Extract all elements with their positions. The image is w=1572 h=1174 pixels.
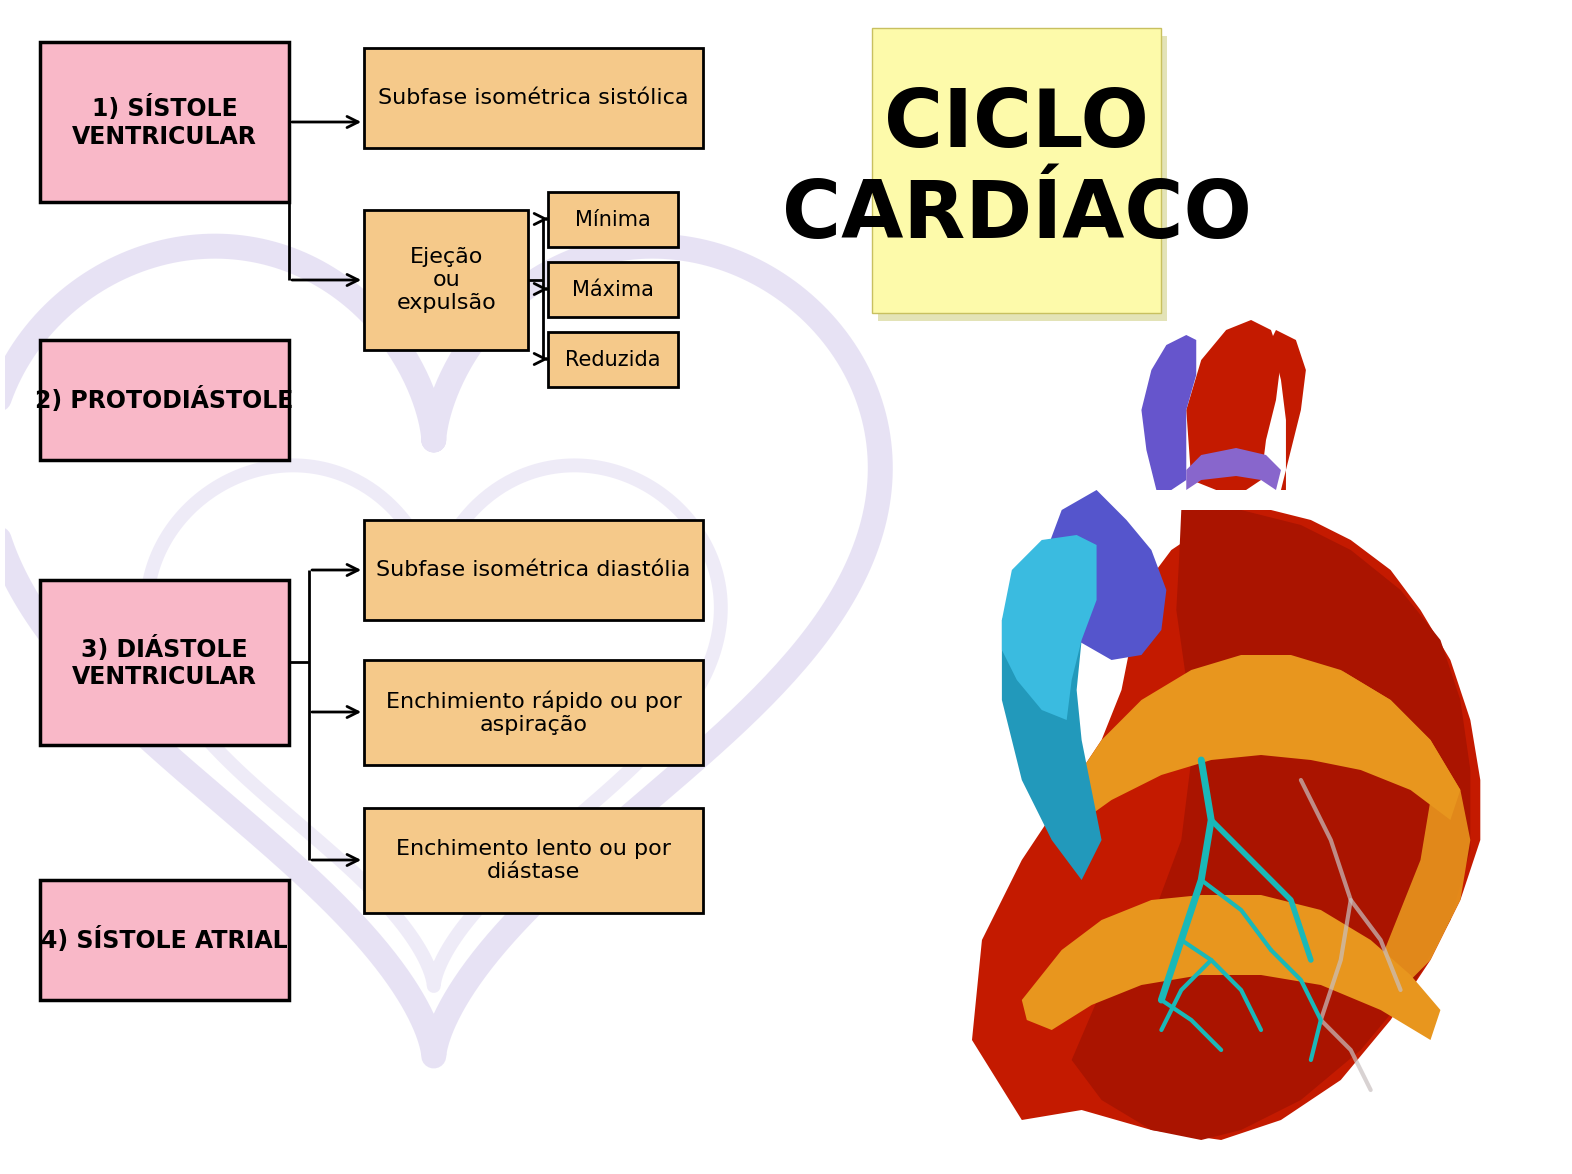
FancyBboxPatch shape (39, 42, 289, 202)
PathPatch shape (1047, 490, 1166, 660)
FancyBboxPatch shape (365, 48, 703, 148)
PathPatch shape (1072, 510, 1470, 1140)
Text: Mínima: Mínima (575, 209, 651, 229)
FancyBboxPatch shape (39, 580, 289, 745)
Text: 3) DIÁSTOLE
VENTRICULAR: 3) DIÁSTOLE VENTRICULAR (72, 635, 258, 689)
PathPatch shape (1187, 448, 1281, 490)
FancyBboxPatch shape (879, 36, 1168, 321)
Text: Enchimiento rápido ou por
aspiração: Enchimiento rápido ou por aspiração (385, 690, 681, 735)
PathPatch shape (1001, 535, 1097, 720)
FancyBboxPatch shape (365, 210, 528, 350)
Text: Ejeção
ou
expulsão: Ejeção ou expulsão (396, 247, 497, 313)
Text: 1) SÍSTOLE
VENTRICULAR: 1) SÍSTOLE VENTRICULAR (72, 95, 258, 149)
FancyBboxPatch shape (549, 262, 678, 317)
PathPatch shape (1061, 655, 1460, 825)
PathPatch shape (1187, 321, 1281, 490)
FancyBboxPatch shape (365, 660, 703, 765)
Text: CICLO
CARDÍACO: CICLO CARDÍACO (781, 87, 1251, 255)
FancyBboxPatch shape (549, 332, 678, 387)
FancyBboxPatch shape (872, 28, 1162, 313)
FancyBboxPatch shape (365, 808, 703, 913)
FancyBboxPatch shape (39, 340, 289, 460)
Text: 2) PROTODIÁSTOLE: 2) PROTODIÁSTOLE (36, 387, 294, 413)
Text: Subfase isométrica diastólia: Subfase isométrica diastólia (376, 560, 690, 580)
Text: Reduzida: Reduzida (566, 350, 660, 370)
PathPatch shape (971, 510, 1481, 1140)
Text: Enchimento lento ou por
diástase: Enchimento lento ou por diástase (396, 839, 671, 882)
PathPatch shape (1022, 895, 1440, 1040)
PathPatch shape (1001, 571, 1102, 880)
FancyBboxPatch shape (549, 193, 678, 247)
PathPatch shape (1341, 670, 1470, 990)
FancyBboxPatch shape (39, 880, 289, 1000)
Text: Máxima: Máxima (572, 279, 654, 299)
PathPatch shape (1272, 330, 1306, 490)
FancyBboxPatch shape (365, 520, 703, 620)
Text: 4) SÍSTOLE ATRIAL: 4) SÍSTOLE ATRIAL (41, 927, 288, 953)
PathPatch shape (1141, 335, 1196, 490)
Text: Subfase isométrica sistólica: Subfase isométrica sistólica (379, 88, 689, 108)
